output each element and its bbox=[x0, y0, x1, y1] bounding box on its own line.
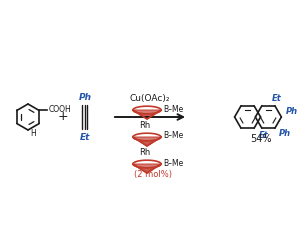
Text: B–Me: B–Me bbox=[163, 132, 183, 140]
Polygon shape bbox=[133, 110, 161, 119]
Text: 54%: 54% bbox=[250, 134, 271, 144]
Polygon shape bbox=[133, 137, 161, 146]
Text: B–Me: B–Me bbox=[163, 105, 183, 113]
Polygon shape bbox=[133, 164, 161, 173]
Text: Et: Et bbox=[259, 131, 269, 140]
Text: Rh: Rh bbox=[139, 121, 150, 130]
Text: Ph: Ph bbox=[79, 93, 92, 101]
Polygon shape bbox=[133, 164, 161, 173]
Text: Rh: Rh bbox=[139, 148, 150, 157]
Text: Cu(OAc)₂: Cu(OAc)₂ bbox=[130, 95, 170, 103]
Text: H: H bbox=[30, 130, 36, 138]
Polygon shape bbox=[133, 110, 161, 119]
Text: +: + bbox=[58, 110, 68, 123]
Text: Ph: Ph bbox=[279, 129, 291, 138]
Text: Et: Et bbox=[80, 133, 90, 142]
Text: B–Me: B–Me bbox=[163, 159, 183, 168]
Text: Et: Et bbox=[272, 94, 282, 103]
Polygon shape bbox=[133, 137, 161, 146]
Text: Ph: Ph bbox=[285, 108, 297, 117]
Text: (2 mol%): (2 mol%) bbox=[134, 170, 172, 179]
Text: COOH: COOH bbox=[48, 106, 71, 114]
